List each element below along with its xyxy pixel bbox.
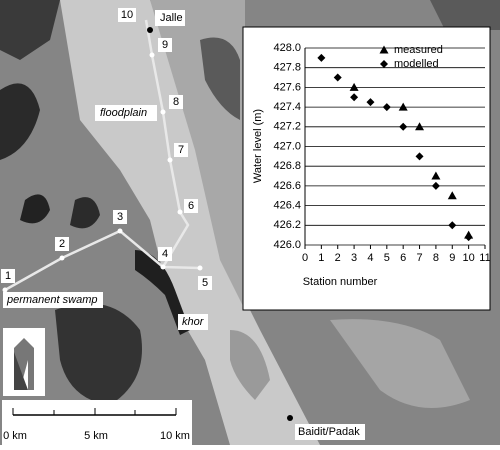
y-tick-label: 426.6 (273, 180, 301, 192)
station-box (174, 143, 188, 157)
triangle-marker (431, 171, 441, 180)
station-label: 9 (162, 39, 168, 51)
y-tick-label: 427.8 (273, 62, 301, 74)
x-tick-label: 1 (318, 252, 324, 264)
x-tick-label: 9 (449, 252, 455, 264)
label-box (178, 314, 208, 330)
place-labels: Jalle floodplain permanent swamp khor Ba… (3, 10, 365, 440)
label-box (295, 424, 365, 440)
diamond-marker (333, 73, 342, 82)
chart-frame (242, 26, 491, 311)
diamond-marker (415, 152, 424, 161)
y-tick-label: 426.8 (273, 160, 301, 172)
station-labels: 1 2 3 4 5 6 7 8 9 10 (1, 8, 212, 290)
station-label: 1 (5, 270, 11, 282)
legend-label: modelled (394, 58, 439, 70)
station-box (198, 276, 212, 290)
triangle-marker (349, 82, 359, 91)
diamond-marker (464, 233, 473, 242)
triangle-marker (379, 45, 389, 54)
diamond-marker (317, 53, 326, 62)
triangle-marker (398, 102, 408, 111)
town-dot (147, 27, 153, 33)
y-tick-label: 428.0 (273, 42, 301, 54)
x-tick-label: 8 (433, 252, 439, 264)
place-label: Jalle (160, 12, 183, 24)
place-label: permanent swamp (6, 294, 98, 306)
station-box (184, 199, 198, 213)
x-tick-label: 4 (367, 252, 373, 264)
x-tick-label: 3 (351, 252, 357, 264)
scale-label: 5 km (84, 430, 108, 442)
triangle-marker (415, 122, 425, 131)
diamond-marker (380, 60, 388, 68)
station-label: 6 (188, 200, 194, 212)
y-axis-label: Water level (m) (252, 109, 264, 183)
station-box (169, 95, 183, 109)
y-tick-label: 426.0 (273, 239, 301, 251)
y-tick-label: 427.6 (273, 81, 301, 93)
diamond-marker (448, 221, 457, 230)
y-tick-label: 427.2 (273, 121, 301, 133)
diamond-marker (382, 103, 391, 112)
station-markers (2, 52, 203, 293)
label-box (95, 105, 157, 121)
x-tick-label: 11 (479, 252, 490, 264)
x-tick-label: 2 (335, 252, 341, 264)
scale-label: 10 km (160, 430, 190, 442)
station-label: 10 (121, 9, 133, 21)
inset-chart: Station number Water level (m) 426.0 426.… (242, 26, 491, 311)
place-label: floodplain (100, 107, 147, 119)
diamond-marker (431, 181, 440, 190)
label-box (155, 10, 185, 26)
place-label: khor (182, 316, 205, 328)
x-tick-label: 0 (302, 252, 308, 264)
station-label: 5 (202, 277, 208, 289)
y-tick-label: 427.4 (273, 101, 301, 113)
triangle-marker (447, 191, 457, 200)
label-box (3, 292, 103, 308)
scale-label: 0 km (3, 430, 27, 442)
x-tick-label: 5 (384, 252, 390, 264)
diamond-marker (366, 98, 375, 107)
y-tick-label: 426.4 (273, 200, 301, 212)
town-dot (287, 415, 293, 421)
station-box (118, 8, 136, 22)
x-tick-label: 7 (416, 252, 422, 264)
scale-bar: 0 km 5 km 10 km (2, 400, 192, 445)
x-tick-label: 6 (400, 252, 406, 264)
station-box (113, 210, 127, 224)
y-tick-label: 427.0 (273, 140, 301, 152)
diamond-marker (399, 122, 408, 131)
station-label: 4 (162, 248, 168, 260)
station-box (1, 269, 15, 283)
y-tick-label: 426.2 (273, 219, 301, 231)
station-label: 3 (117, 211, 123, 223)
x-tick-label: 10 (463, 252, 475, 264)
station-box (158, 38, 172, 52)
x-axis-label: Station number (303, 276, 378, 288)
station-box (158, 247, 172, 261)
legend-label: measured (394, 44, 443, 56)
station-box (55, 237, 69, 251)
station-label: 2 (59, 238, 65, 250)
station-label: 7 (178, 144, 184, 156)
station-label: 8 (173, 96, 179, 108)
place-label: Baidit/Padak (298, 426, 360, 438)
north-arrow (3, 328, 45, 396)
diamond-marker (350, 93, 359, 102)
